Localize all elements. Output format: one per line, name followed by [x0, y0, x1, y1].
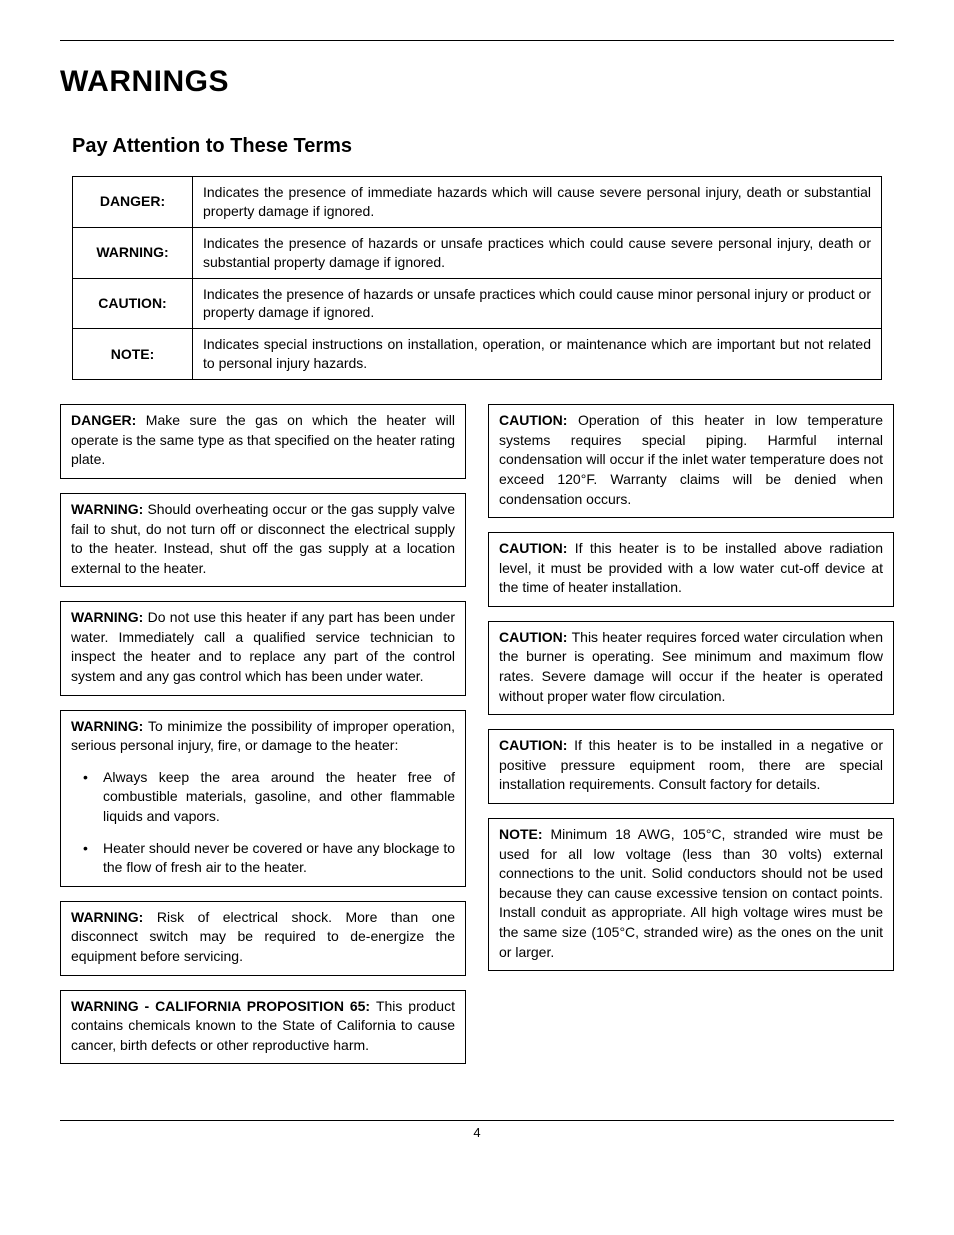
page-subheading: Pay Attention to These Terms	[72, 135, 894, 158]
warning-label: CAUTION:	[499, 737, 574, 753]
top-rule	[60, 40, 894, 41]
term-label: DANGER:	[73, 177, 193, 228]
warning-box: NOTE: Minimum 18 AWG, 105°C, stranded wi…	[488, 818, 894, 971]
page-number: 4	[473, 1125, 480, 1140]
warning-label: WARNING:	[71, 609, 148, 625]
warning-label: WARNING:	[71, 501, 147, 517]
term-label: NOTE:	[73, 329, 193, 380]
term-label: CAUTION:	[73, 278, 193, 329]
warning-text: Minimum 18 AWG, 105°C, stranded wire mus…	[499, 826, 883, 960]
term-description: Indicates the presence of immediate haza…	[193, 177, 882, 228]
page-footer: 4	[60, 1120, 894, 1140]
left-column: DANGER: Make sure the gas on which the h…	[60, 404, 466, 1064]
warning-box: WARNING - CALIFORNIA PROPOSITION 65: Thi…	[60, 990, 466, 1065]
warning-box: CAUTION: This heater requires forced wat…	[488, 621, 894, 715]
warning-box: CAUTION: Operation of this heater in low…	[488, 404, 894, 518]
term-description: Indicates the presence of hazards or uns…	[193, 278, 882, 329]
warning-columns: DANGER: Make sure the gas on which the h…	[60, 404, 894, 1064]
terms-table: DANGER:Indicates the presence of immedia…	[72, 176, 882, 380]
warning-label: CAUTION:	[499, 540, 575, 556]
warning-box: DANGER: Make sure the gas on which the h…	[60, 404, 466, 479]
warning-label: DANGER:	[71, 412, 146, 428]
terms-table-row: WARNING:Indicates the presence of hazard…	[73, 227, 882, 278]
right-column: CAUTION: Operation of this heater in low…	[488, 404, 894, 1064]
warning-box: WARNING: To minimize the possibility of …	[60, 710, 466, 887]
warning-bullet: Heater should never be covered or have a…	[71, 839, 455, 878]
warning-box: WARNING: Should overheating occur or the…	[60, 493, 466, 587]
terms-table-row: NOTE:Indicates special instructions on i…	[73, 329, 882, 380]
warning-bullet: Always keep the area around the heater f…	[71, 768, 455, 827]
warning-box: WARNING: Risk of electrical shock. More …	[60, 901, 466, 976]
terms-table-row: DANGER:Indicates the presence of immedia…	[73, 177, 882, 228]
warning-box: CAUTION: If this heater is to be install…	[488, 729, 894, 804]
terms-table-row: CAUTION:Indicates the presence of hazard…	[73, 278, 882, 329]
warning-label: WARNING:	[71, 909, 157, 925]
warning-box: CAUTION: If this heater is to be install…	[488, 532, 894, 607]
warning-box: WARNING: Do not use this heater if any p…	[60, 601, 466, 695]
term-description: Indicates special instructions on instal…	[193, 329, 882, 380]
warning-label: CAUTION:	[499, 629, 572, 645]
term-description: Indicates the presence of hazards or uns…	[193, 227, 882, 278]
warning-label: WARNING - CALIFORNIA PROPOSITION 65:	[71, 998, 376, 1014]
warning-bullets: Always keep the area around the heater f…	[71, 768, 455, 878]
page-heading: WARNINGS	[60, 65, 894, 99]
warning-label: WARNING:	[71, 718, 148, 734]
warning-label: CAUTION:	[499, 412, 578, 428]
term-label: WARNING:	[73, 227, 193, 278]
warning-label: NOTE:	[499, 826, 550, 842]
